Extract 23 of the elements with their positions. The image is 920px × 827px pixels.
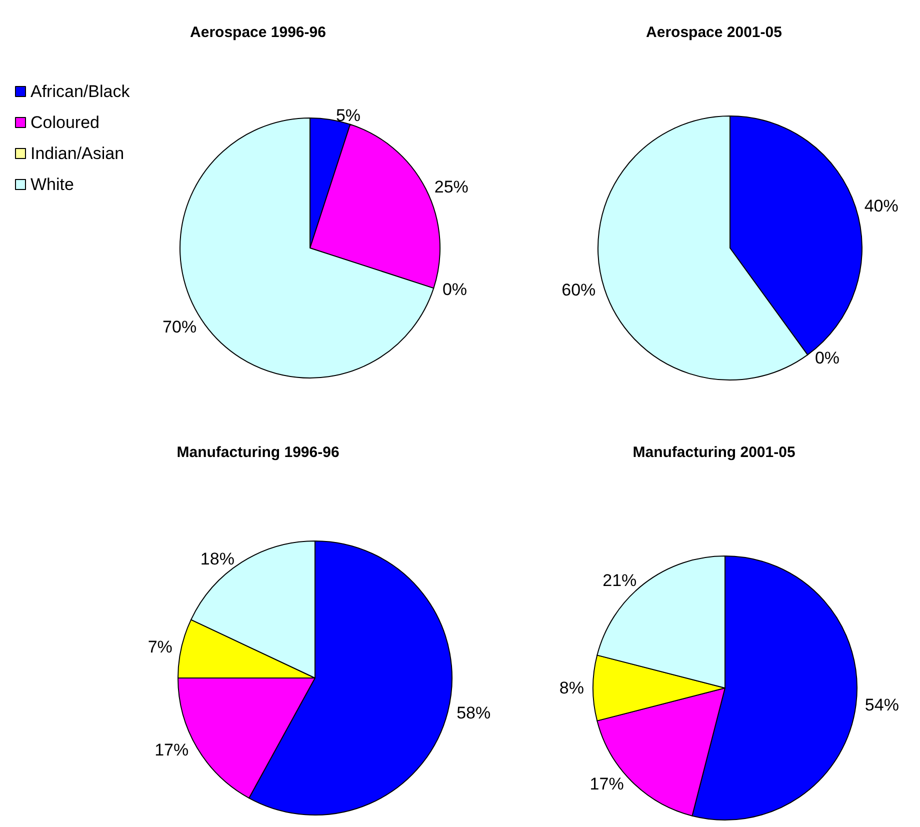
text: 0% [814, 348, 840, 368]
data-label: 60% [562, 280, 596, 300]
text: 0% [442, 280, 468, 299]
legend-label: Coloured [30, 113, 100, 132]
legend-label: White [30, 175, 74, 194]
data-label: 58% [456, 704, 491, 723]
data-label: 70% [162, 317, 197, 336]
chart-title: Manufacturing 2001-05 [632, 444, 796, 461]
data-label: 17% [154, 740, 189, 760]
chart-title: Aerospace 1996-96 [190, 24, 326, 41]
data-label: 54% [864, 696, 899, 715]
data-label: 7% [148, 638, 172, 657]
data-label: 5% [336, 106, 361, 126]
chart-title: Manufacturing 1996-96 [176, 444, 340, 461]
data-label: 17% [590, 774, 624, 794]
data-label: 18% [200, 549, 234, 568]
data-label: 25% [434, 178, 468, 197]
data-label: 40% [864, 196, 898, 216]
data-label: 8% [559, 678, 584, 698]
chart-title: Aerospace 2001-05 [646, 24, 782, 41]
legend-label: African/Black [30, 82, 130, 101]
legend-label: Indian/Asian [30, 144, 124, 163]
data-label: 21% [602, 571, 637, 590]
